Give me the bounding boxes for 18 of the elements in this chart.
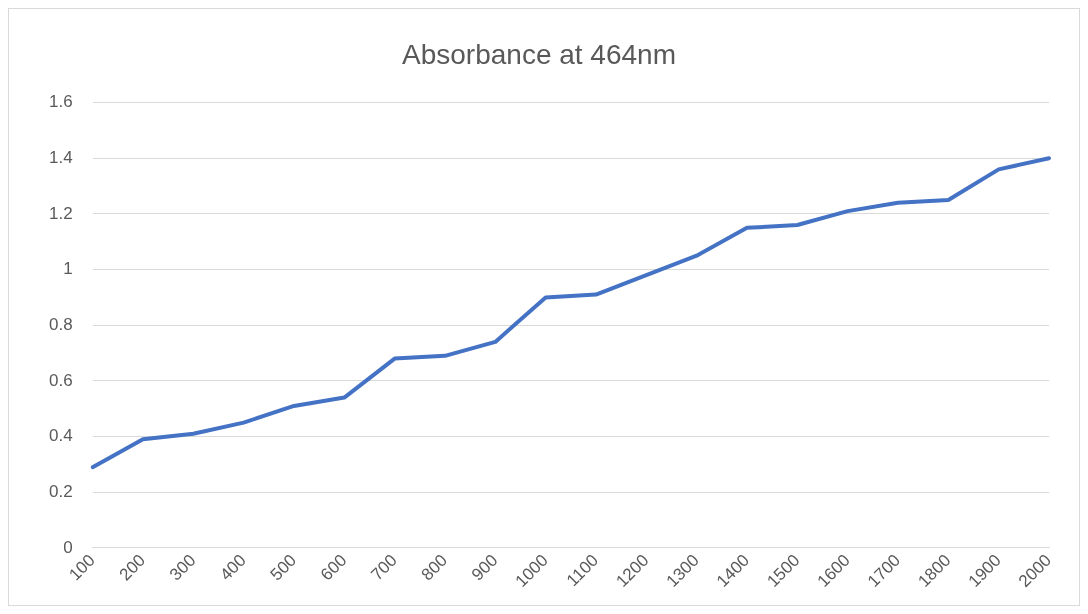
x-tick-label: 700 xyxy=(367,550,401,585)
y-tick-label: 1 xyxy=(63,259,73,279)
x-tick-label: 200 xyxy=(115,550,150,585)
y-tick-label: 1.4 xyxy=(48,147,73,167)
x-tick-label: 900 xyxy=(467,550,502,585)
chart-title: Absorbance at 464nm xyxy=(402,38,676,70)
y-tick-label: 0.2 xyxy=(48,481,73,501)
x-tick-label: 300 xyxy=(165,550,200,585)
y-tick-label: 0.8 xyxy=(48,314,73,334)
y-tick-label: 1.2 xyxy=(48,203,73,223)
y-tick-label: 0.6 xyxy=(48,370,73,390)
x-tick-label: 800 xyxy=(417,550,452,585)
y-tick-label: 1.6 xyxy=(48,92,73,112)
x-tick-label: 600 xyxy=(316,550,351,585)
x-tick-label: 400 xyxy=(216,550,250,585)
y-tick-label: 0.4 xyxy=(48,426,73,446)
x-tick-label: 500 xyxy=(266,550,301,585)
y-tick-label: 0 xyxy=(63,537,73,557)
